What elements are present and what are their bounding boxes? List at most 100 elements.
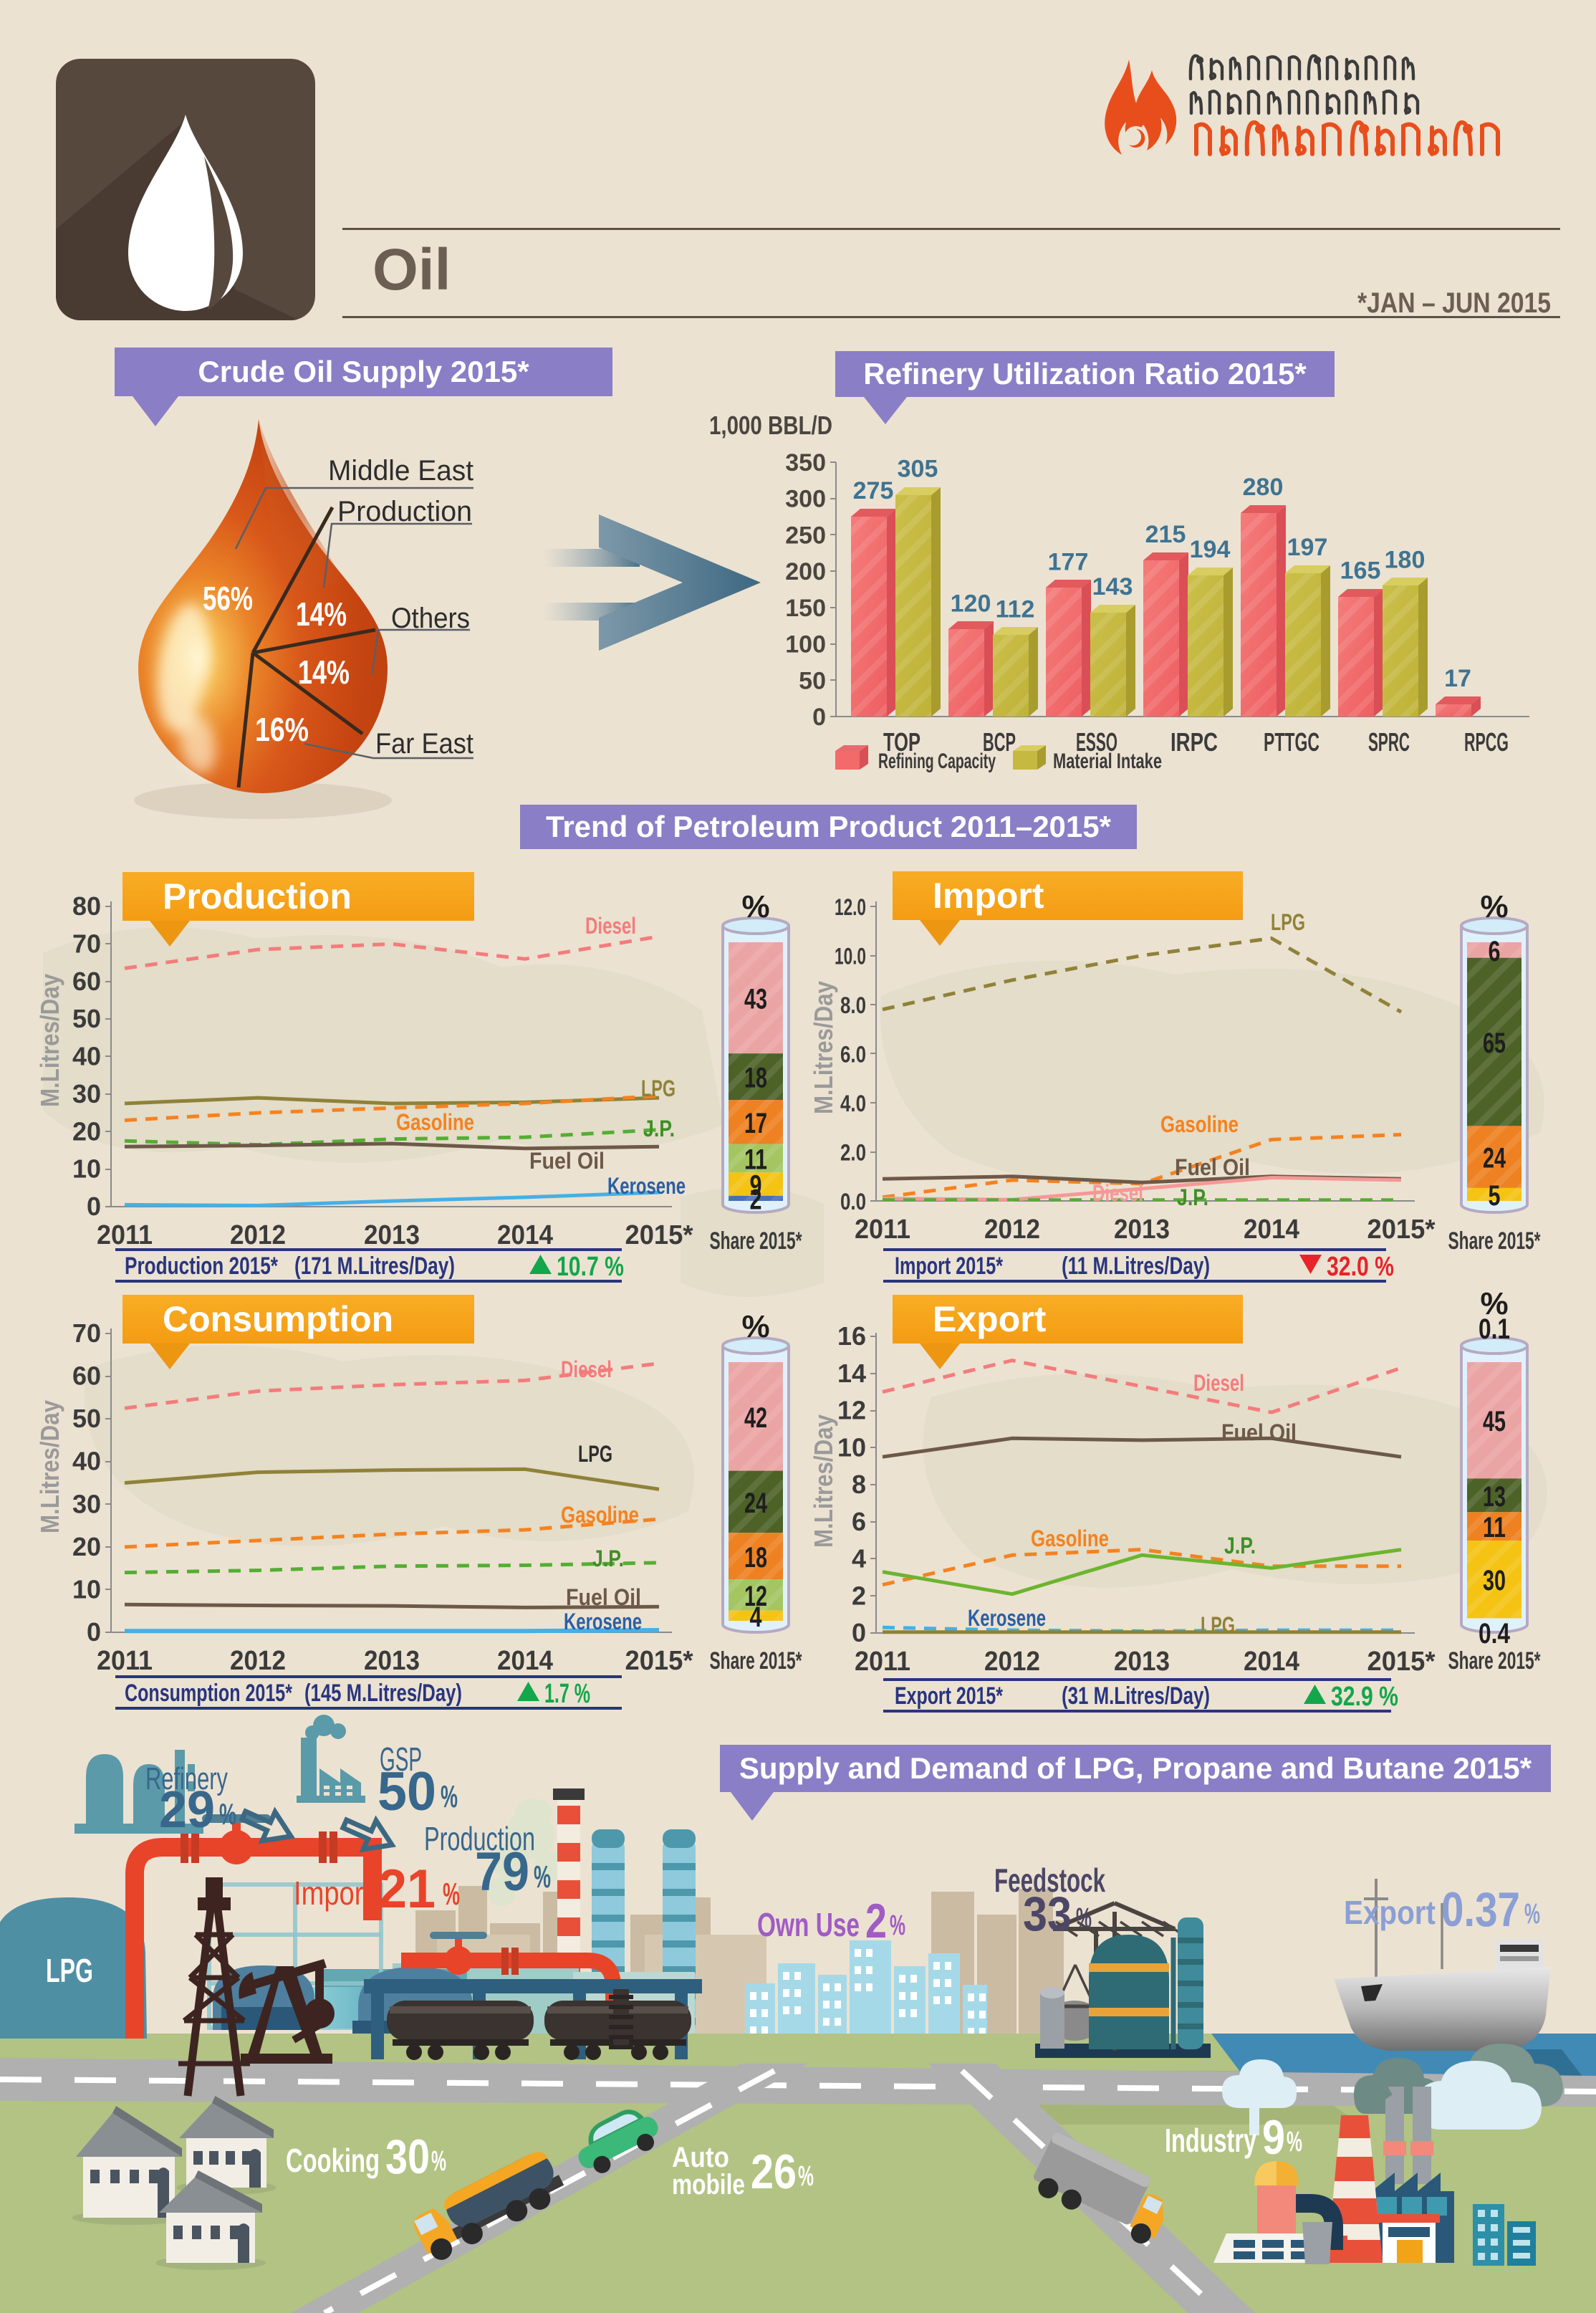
svg-text:LPG: LPG	[641, 1076, 676, 1101]
svg-text:2013: 2013	[364, 1646, 420, 1676]
svg-text:Diesel: Diesel	[561, 1356, 612, 1382]
svg-text:2012: 2012	[230, 1646, 286, 1676]
svg-text:%: %	[1480, 889, 1508, 924]
svg-text:20: 20	[72, 1532, 101, 1561]
svg-text:ESSO: ESSO	[1076, 727, 1117, 757]
svg-text:1.7 %: 1.7 %	[544, 1679, 590, 1709]
svg-text:2014: 2014	[497, 1220, 553, 1250]
svg-text:12: 12	[744, 1581, 767, 1612]
svg-text:BCP: BCP	[983, 727, 1016, 757]
svg-text:177: 177	[1048, 548, 1089, 575]
svg-text:IRPC: IRPC	[1170, 727, 1218, 757]
svg-text:Feedstock: Feedstock	[994, 1862, 1105, 1899]
svg-text:2: 2	[750, 1184, 762, 1215]
svg-text:100: 100	[785, 631, 826, 659]
svg-text:24: 24	[744, 1488, 768, 1519]
svg-text:2014: 2014	[497, 1646, 553, 1676]
svg-text:180: 180	[1385, 546, 1426, 573]
svg-text:%: %	[890, 1910, 905, 1941]
svg-text:2015*: 2015*	[1367, 1215, 1436, 1245]
svg-text:M.Litres/Day: M.Litres/Day	[35, 974, 64, 1107]
svg-text:GSP: GSP	[380, 1740, 422, 1778]
svg-text:Refining Capacity: Refining Capacity	[878, 750, 996, 773]
svg-text:Fuel Oil: Fuel Oil	[529, 1148, 605, 1174]
svg-text:%: %	[431, 2145, 446, 2177]
svg-text:10.0: 10.0	[835, 944, 866, 969]
svg-text:18: 18	[744, 1542, 767, 1574]
svg-text:20: 20	[72, 1116, 101, 1146]
svg-text:29: 29	[159, 1781, 215, 1839]
svg-text:%: %	[1524, 1898, 1540, 1930]
svg-text:12.0: 12.0	[835, 894, 866, 920]
svg-text:8.0: 8.0	[840, 992, 866, 1018]
svg-text:Fuel Oil: Fuel Oil	[1175, 1154, 1250, 1180]
svg-text:Industry: Industry	[1165, 2122, 1256, 2159]
svg-text:%: %	[1480, 1286, 1508, 1321]
svg-text:Refinery: Refinery	[145, 1761, 228, 1796]
svg-text:RPCG: RPCG	[1464, 727, 1509, 757]
svg-text:Fuel Oil: Fuel Oil	[1221, 1419, 1297, 1445]
svg-text:0.37: 0.37	[1441, 1882, 1520, 1937]
svg-text:0: 0	[87, 1192, 101, 1221]
svg-text:2013: 2013	[1114, 1215, 1170, 1245]
svg-text:2012: 2012	[984, 1215, 1040, 1245]
svg-text:(31 M.Litres/Day): (31 M.Litres/Day)	[1062, 1682, 1210, 1710]
svg-text:SPRC: SPRC	[1368, 727, 1410, 757]
svg-text:10.7 %: 10.7 %	[557, 1252, 624, 1282]
svg-text:120: 120	[951, 590, 991, 617]
svg-text:Auto: Auto	[672, 2142, 729, 2173]
svg-text:32.0 %: 32.0 %	[1327, 1252, 1394, 1282]
svg-text:LPG: LPG	[1201, 1612, 1235, 1638]
svg-text:Kerosene: Kerosene	[564, 1609, 642, 1634]
svg-text:PTTGC: PTTGC	[1264, 727, 1319, 757]
svg-text:112: 112	[996, 595, 1035, 623]
svg-text:13: 13	[1483, 1481, 1506, 1513]
svg-text:Export: Export	[1344, 1894, 1436, 1931]
svg-text:(11 M.Litres/Day): (11 M.Litres/Day)	[1062, 1253, 1210, 1280]
svg-text:Kerosene: Kerosene	[607, 1173, 686, 1199]
svg-text:Import 2015*: Import 2015*	[895, 1253, 1004, 1280]
svg-text:350: 350	[785, 449, 826, 477]
svg-text:16%: 16%	[255, 711, 309, 748]
svg-text:79: 79	[475, 1842, 529, 1902]
svg-text:0.0: 0.0	[840, 1189, 866, 1215]
svg-text:33: 33	[1023, 1887, 1072, 1941]
svg-text:Consumption 2015*: Consumption 2015*	[125, 1680, 293, 1707]
svg-text:2: 2	[865, 1894, 887, 1948]
svg-text:16: 16	[837, 1321, 866, 1351]
svg-text:Diesel: Diesel	[585, 913, 636, 939]
svg-text:%: %	[741, 1311, 769, 1344]
svg-text:150: 150	[785, 595, 826, 622]
svg-text:%: %	[1287, 2126, 1302, 2158]
svg-text:0.1: 0.1	[1479, 1313, 1510, 1345]
svg-text:17: 17	[1444, 665, 1471, 692]
svg-text:Diesel: Diesel	[1092, 1180, 1143, 1206]
svg-text:6: 6	[852, 1507, 866, 1536]
svg-text:2015*: 2015*	[625, 1220, 693, 1250]
svg-text:J.P.: J.P.	[1224, 1533, 1256, 1558]
svg-text:Material Intake: Material Intake	[1053, 750, 1162, 773]
svg-text:11: 11	[744, 1144, 767, 1175]
svg-text:2013: 2013	[1114, 1647, 1170, 1677]
svg-text:Diesel: Diesel	[1193, 1370, 1244, 1396]
svg-text:4: 4	[852, 1544, 866, 1574]
svg-text:194: 194	[1190, 536, 1231, 563]
svg-text:40: 40	[72, 1447, 101, 1476]
svg-text:50: 50	[799, 667, 826, 694]
svg-text:8: 8	[852, 1470, 866, 1499]
svg-text:70: 70	[72, 1318, 101, 1348]
svg-text:10: 10	[72, 1154, 101, 1184]
svg-text:Gasoline: Gasoline	[561, 1502, 639, 1528]
svg-text:2011: 2011	[97, 1220, 153, 1250]
svg-text:45: 45	[1483, 1406, 1506, 1437]
svg-text:56%: 56%	[203, 580, 253, 617]
svg-text:2015*: 2015*	[1367, 1647, 1436, 1677]
svg-text:30: 30	[1483, 1565, 1506, 1596]
svg-text:9: 9	[750, 1170, 762, 1202]
svg-text:Kerosene: Kerosene	[968, 1605, 1046, 1631]
svg-text:J.P.: J.P.	[592, 1546, 624, 1571]
svg-text:50: 50	[72, 1404, 101, 1433]
svg-text:M.Litres/Day: M.Litres/Day	[809, 1414, 838, 1548]
svg-text:Gasoline: Gasoline	[1160, 1111, 1239, 1137]
svg-text:14: 14	[837, 1359, 866, 1388]
